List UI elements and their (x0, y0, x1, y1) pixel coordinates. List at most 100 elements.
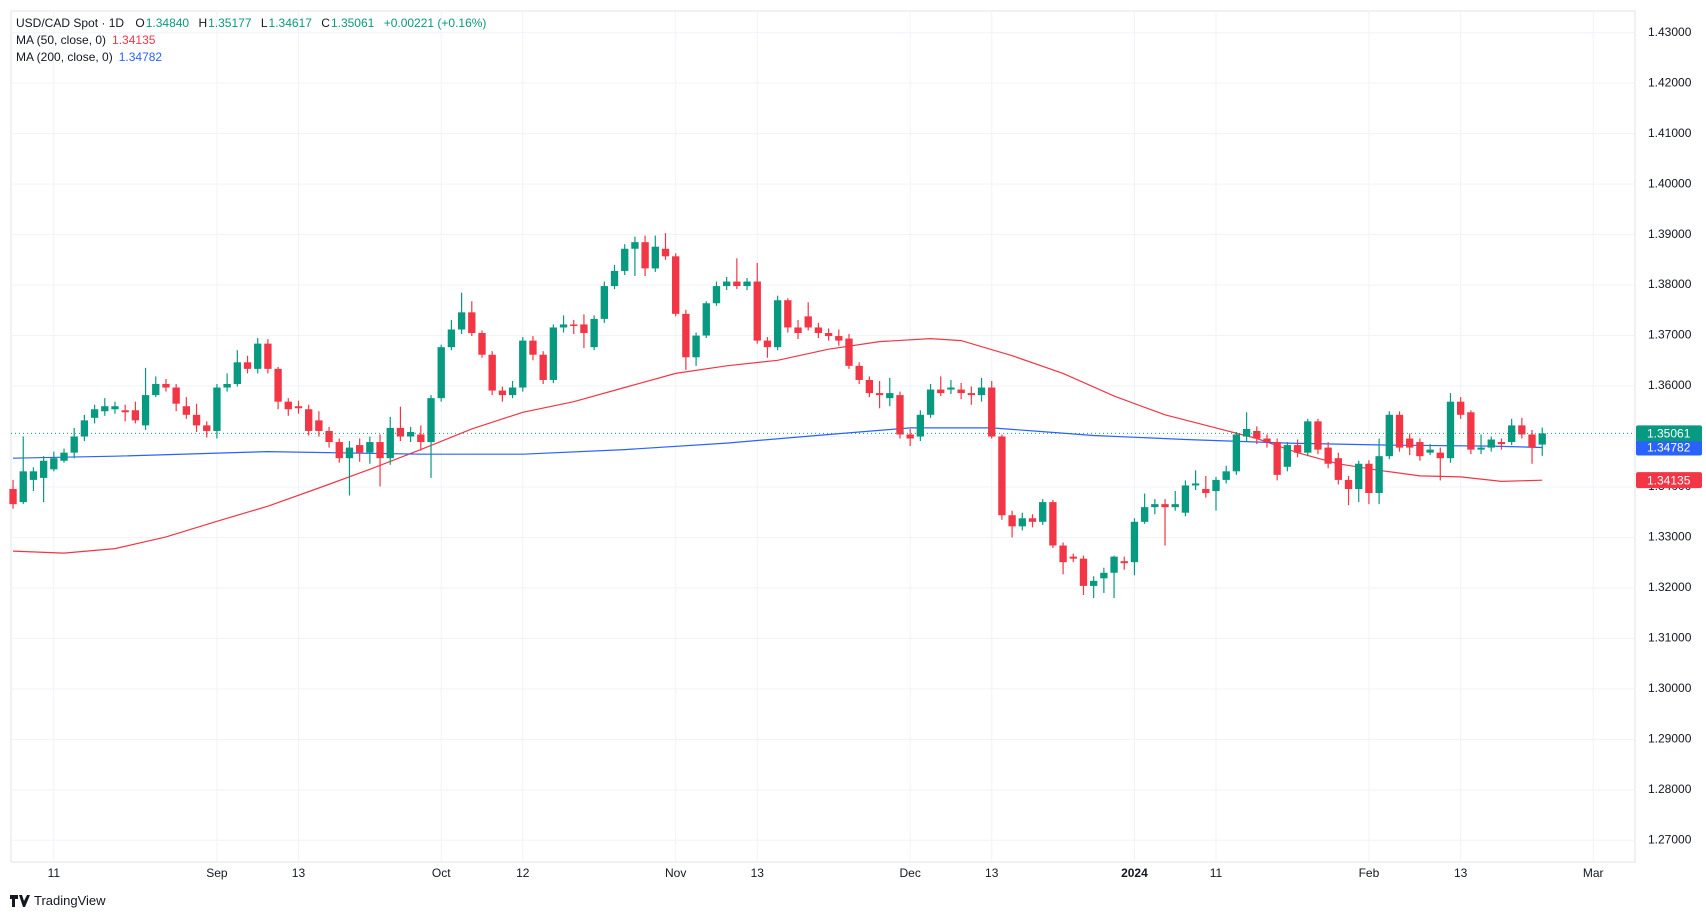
candle-body (1232, 434, 1241, 472)
candle-body (1049, 502, 1057, 546)
candle-body (284, 401, 292, 410)
candle-body (70, 436, 78, 453)
candle-body (396, 427, 405, 437)
x-tick-label: 13 (1454, 866, 1468, 880)
candle-body (141, 395, 150, 426)
ma-row: MA (50, close, 0) 1.34135 (16, 32, 492, 49)
candle-body (1273, 442, 1281, 475)
candle-body (1222, 471, 1230, 480)
candle-body (1314, 421, 1322, 450)
candle-body (50, 458, 58, 470)
candle-body (172, 387, 180, 404)
symbol: USD/CAD Spot · 1D (16, 16, 125, 30)
candle-body (1039, 502, 1047, 522)
price-badge-label: 1.35061 (1647, 427, 1691, 441)
candle-body (1375, 456, 1383, 494)
y-tick-label: 1.40000 (1648, 176, 1692, 190)
brand-logo (10, 894, 30, 907)
candle-body (1120, 561, 1128, 564)
y-tick-label: 1.38000 (1648, 277, 1692, 291)
candle-body (1426, 449, 1434, 453)
candle-body (60, 452, 68, 461)
brand: TradingView (10, 893, 106, 908)
candle-body (733, 281, 741, 287)
candle-body (1069, 556, 1077, 559)
y-tick-label: 1.36000 (1648, 378, 1692, 392)
y-tick-label: 1.41000 (1648, 126, 1692, 140)
candle-body (1324, 447, 1332, 464)
candle-body (1344, 479, 1353, 489)
candle-body (447, 329, 456, 348)
x-tick-label: 11 (1210, 866, 1223, 880)
candle-body (845, 338, 853, 366)
candle-body (672, 256, 680, 314)
candle-body (722, 281, 731, 287)
candle-body (814, 327, 823, 334)
candle-body (682, 313, 690, 358)
candle-body (865, 379, 874, 394)
ma-row: MA (200, close, 0) 1.34782 (16, 49, 492, 66)
candle-body (1100, 572, 1108, 579)
candle-body (1140, 507, 1149, 522)
candle-body (590, 318, 598, 348)
candle-body (325, 430, 333, 443)
ma-line (12, 337, 1543, 554)
candle-body (957, 389, 965, 394)
x-tick-label: 12 (516, 866, 530, 880)
candle-body (763, 340, 772, 348)
x-tick-label: Dec (899, 866, 920, 880)
candle-body (1538, 433, 1546, 445)
close-value: 1.35061 (330, 16, 375, 30)
candle-body (1334, 458, 1343, 480)
candle-body (417, 434, 425, 443)
candle-body (1130, 521, 1139, 563)
candle-body (182, 406, 191, 415)
candle-body (916, 414, 925, 437)
candle-body (794, 327, 802, 334)
candle-body (294, 406, 303, 409)
candle-body (753, 281, 761, 341)
candle-body (621, 248, 629, 271)
candle-body (498, 390, 507, 396)
candle-body (967, 393, 976, 396)
candle-body (355, 445, 364, 453)
candle-body (1079, 558, 1088, 586)
candle-body (702, 303, 710, 336)
change-value: +0.00221 (+0.16%) (383, 16, 487, 30)
candle-body (274, 368, 282, 402)
candle-body (1253, 430, 1261, 439)
legend-value: 1.34135 (112, 33, 156, 47)
candle-body (998, 436, 1006, 516)
candle-body (376, 442, 384, 459)
y-tick-label: 1.27000 (1648, 832, 1692, 846)
candle-body (29, 471, 38, 480)
candle-body (1487, 439, 1495, 448)
candle-body (335, 442, 343, 459)
candle-body (345, 447, 354, 459)
candle-body (824, 333, 833, 337)
candle-body (1457, 401, 1465, 415)
candle-body (661, 248, 670, 257)
candle-body (19, 471, 27, 503)
candle-body (692, 335, 700, 358)
candle-body (1059, 545, 1067, 563)
candle-body (1008, 515, 1016, 527)
candle-body (1497, 442, 1506, 445)
candle-body (1355, 463, 1363, 489)
candle-body (835, 336, 843, 341)
candle-body (478, 333, 486, 355)
price-badge (1636, 439, 1702, 456)
price-badge-label: 1.34135 (1647, 473, 1691, 487)
candle-body (111, 406, 119, 410)
candle-body (1018, 518, 1026, 527)
candle-body (9, 488, 17, 505)
candle-body (488, 354, 496, 391)
candles (9, 233, 1546, 599)
price-badge (1636, 472, 1702, 489)
x-tick-label: 13 (751, 866, 765, 880)
price-badge (1636, 425, 1702, 442)
x-tick-label: Mar (1583, 866, 1604, 880)
candle-body (457, 312, 466, 330)
candle-body (1171, 504, 1179, 508)
candle-body (101, 406, 109, 412)
